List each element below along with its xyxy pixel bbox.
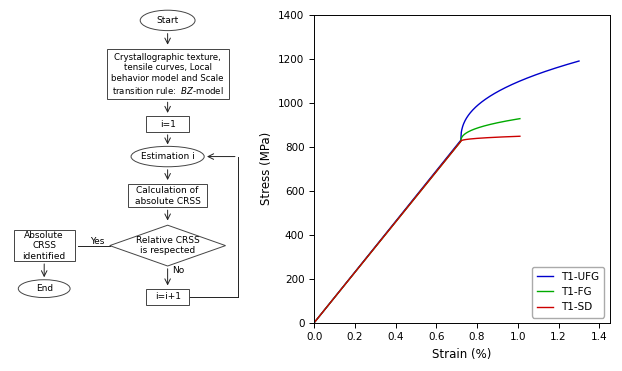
T1-FG (319, 309, 327, 314)
FancyBboxPatch shape (146, 289, 189, 305)
Line: T1-UFG: T1-UFG (314, 61, 579, 323)
Ellipse shape (131, 146, 204, 167)
Text: Absolute
CRSS
identified: Absolute CRSS identified (22, 231, 66, 260)
T1-FG (508, 118, 516, 122)
Y-axis label: Stress (MPa): Stress (MPa) (259, 132, 272, 206)
T1-UFG (575, 59, 583, 63)
T1-SD (329, 298, 337, 302)
Line: T1-FG: T1-FG (314, 119, 520, 323)
Text: Start: Start (157, 16, 179, 25)
T1-UFG (536, 71, 543, 76)
Text: Yes: Yes (90, 237, 104, 246)
Text: Relative CRSS
is respected: Relative CRSS is respected (136, 236, 200, 255)
Text: i=i+1: i=i+1 (155, 292, 180, 301)
T1-UFG (429, 174, 436, 178)
Ellipse shape (18, 280, 70, 298)
Text: Calculation of
absolute CRSS: Calculation of absolute CRSS (135, 186, 200, 206)
FancyBboxPatch shape (146, 116, 189, 132)
T1-UFG (310, 321, 318, 325)
T1-UFG (329, 297, 337, 302)
T1-UFG (390, 221, 397, 226)
T1-SD (310, 321, 318, 325)
T1-SD (429, 174, 436, 179)
T1-UFG (560, 63, 567, 68)
T1-SD (319, 309, 327, 314)
T1-FG (390, 222, 397, 226)
T1-FG (496, 120, 504, 125)
Line: T1-SD: T1-SD (314, 136, 520, 323)
T1-FG (310, 321, 318, 325)
T1-SD (516, 134, 524, 138)
T1-FG (516, 116, 524, 121)
Text: Crystallographic texture,
tensile curves, Local
behavior model and Scale
transit: Crystallographic texture, tensile curves… (111, 53, 224, 95)
Text: Estimation i: Estimation i (141, 152, 195, 161)
Text: No: No (172, 266, 185, 275)
T1-UFG (319, 309, 327, 314)
Text: i=1: i=1 (160, 120, 175, 129)
FancyBboxPatch shape (14, 230, 75, 261)
T1-FG (329, 298, 337, 302)
X-axis label: Strain (%): Strain (%) (432, 348, 491, 361)
Text: End: End (35, 284, 53, 293)
T1-SD (390, 222, 397, 226)
FancyBboxPatch shape (107, 49, 228, 99)
Ellipse shape (140, 10, 195, 31)
FancyBboxPatch shape (128, 184, 207, 207)
Legend: T1-UFG, T1-FG, T1-SD: T1-UFG, T1-FG, T1-SD (532, 267, 605, 318)
Polygon shape (109, 225, 226, 266)
T1-SD (496, 135, 504, 139)
T1-FG (429, 174, 436, 179)
T1-SD (508, 134, 516, 139)
